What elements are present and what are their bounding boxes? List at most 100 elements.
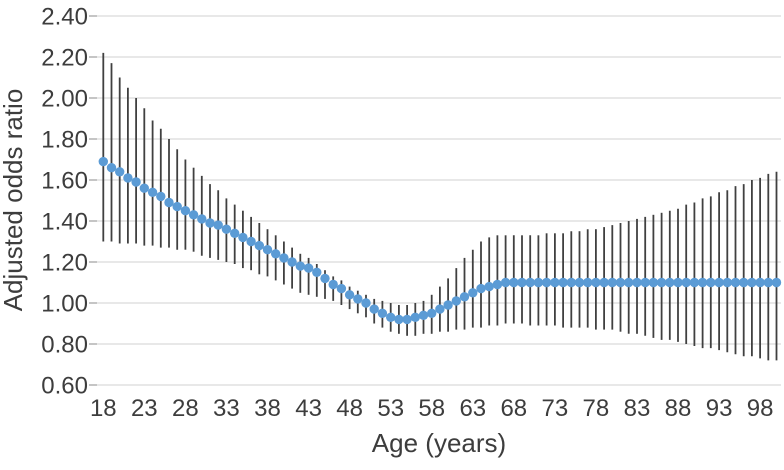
data-point bbox=[747, 277, 757, 288]
data-point bbox=[673, 277, 683, 288]
x-tick-label: 33 bbox=[213, 395, 240, 422]
data-point bbox=[328, 279, 338, 290]
data-point bbox=[632, 277, 642, 288]
data-point bbox=[599, 277, 609, 288]
data-point bbox=[164, 197, 174, 208]
data-point bbox=[574, 277, 585, 288]
x-tick-label: 58 bbox=[418, 395, 445, 422]
data-point bbox=[443, 300, 453, 310]
data-point bbox=[336, 283, 347, 294]
data-point bbox=[246, 236, 256, 247]
x-tick-label: 98 bbox=[747, 395, 774, 422]
x-tick-label: 83 bbox=[624, 395, 651, 422]
data-point bbox=[213, 220, 223, 230]
data-point bbox=[230, 228, 240, 238]
y-tick-label: 2.00 bbox=[41, 86, 88, 113]
data-point bbox=[665, 277, 675, 288]
data-point bbox=[344, 290, 355, 300]
data-point bbox=[656, 277, 667, 288]
data-point bbox=[115, 167, 125, 177]
data-point bbox=[722, 277, 732, 288]
x-tick-label: 18 bbox=[90, 395, 117, 422]
data-point bbox=[730, 277, 741, 288]
data-point bbox=[320, 273, 330, 284]
data-point bbox=[558, 277, 568, 288]
data-point bbox=[755, 277, 765, 288]
data-point bbox=[763, 277, 773, 288]
x-tick-label: 68 bbox=[500, 395, 527, 422]
y-tick-label: 2.20 bbox=[41, 45, 88, 72]
data-point bbox=[238, 232, 248, 243]
y-tick-label: 1.20 bbox=[41, 250, 88, 277]
data-point bbox=[459, 292, 470, 302]
data-point bbox=[525, 277, 535, 288]
data-point bbox=[262, 245, 273, 255]
y-tick-label: 1.00 bbox=[41, 291, 88, 318]
x-tick-label: 63 bbox=[459, 395, 486, 422]
data-point bbox=[771, 277, 782, 288]
data-point bbox=[583, 277, 593, 288]
data-point bbox=[689, 277, 700, 288]
data-point bbox=[640, 277, 650, 288]
data-point bbox=[377, 308, 388, 318]
data-point bbox=[648, 277, 659, 288]
x-tick-label: 23 bbox=[131, 395, 158, 422]
y-tick-label: 2.40 bbox=[41, 4, 88, 31]
data-point bbox=[98, 156, 109, 167]
data-point bbox=[451, 296, 461, 306]
data-point bbox=[706, 277, 716, 288]
data-point bbox=[402, 314, 412, 325]
data-point bbox=[607, 277, 617, 288]
data-point bbox=[295, 261, 305, 271]
data-point bbox=[197, 214, 207, 224]
data-point bbox=[410, 312, 420, 322]
data-point bbox=[484, 281, 494, 292]
x-tick-label: 78 bbox=[583, 395, 610, 422]
data-point bbox=[312, 267, 322, 277]
x-tick-label: 38 bbox=[254, 395, 281, 422]
x-tick-label: 28 bbox=[172, 395, 199, 422]
data-point bbox=[550, 277, 560, 288]
data-point bbox=[156, 191, 166, 202]
data-point bbox=[369, 304, 379, 314]
data-point bbox=[476, 283, 486, 294]
x-axis-title: Age (years) bbox=[372, 428, 506, 458]
data-point bbox=[541, 277, 552, 288]
data-point bbox=[566, 277, 576, 288]
data-point bbox=[106, 163, 117, 173]
data-point bbox=[739, 277, 749, 288]
data-point bbox=[205, 218, 215, 228]
x-tick-label: 73 bbox=[542, 395, 569, 422]
data-point bbox=[271, 249, 281, 259]
data-point bbox=[427, 308, 437, 318]
data-point bbox=[386, 312, 396, 322]
data-point bbox=[468, 288, 478, 298]
x-tick-label: 53 bbox=[377, 395, 404, 422]
data-point bbox=[279, 253, 289, 263]
data-point bbox=[180, 206, 191, 216]
x-tick-label: 93 bbox=[706, 395, 733, 422]
data-point bbox=[492, 279, 503, 290]
x-tick-label: 48 bbox=[336, 395, 363, 422]
data-point bbox=[624, 277, 634, 288]
data-point bbox=[509, 277, 519, 288]
data-point bbox=[361, 298, 371, 308]
data-point bbox=[123, 173, 133, 183]
data-point bbox=[254, 240, 264, 251]
y-tick-label: 0.60 bbox=[41, 373, 88, 400]
data-point bbox=[131, 177, 141, 187]
data-point bbox=[394, 314, 404, 325]
data-point bbox=[615, 277, 626, 288]
x-tick-label: 43 bbox=[295, 395, 322, 422]
y-tick-label: 0.80 bbox=[41, 332, 88, 359]
data-point bbox=[591, 277, 601, 288]
data-point bbox=[147, 187, 158, 197]
data-point bbox=[500, 277, 511, 288]
data-point bbox=[517, 277, 527, 288]
y-axis-title: Adjusted odds ratio bbox=[0, 89, 28, 312]
x-tick-label: 88 bbox=[665, 395, 692, 422]
data-point bbox=[418, 310, 429, 320]
data-point bbox=[139, 183, 149, 193]
